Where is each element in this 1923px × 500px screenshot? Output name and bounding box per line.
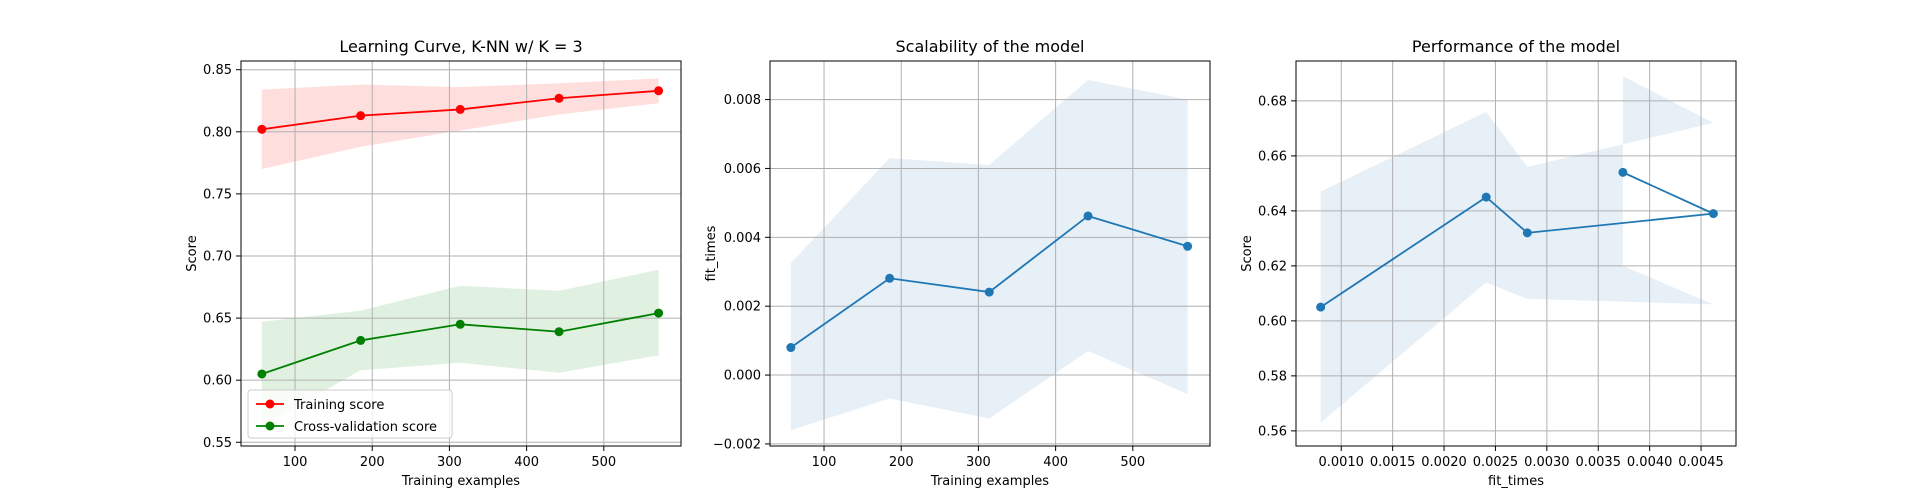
legend-entry-label: Cross-validation score bbox=[294, 420, 437, 435]
confidence-band-0 bbox=[1320, 76, 1714, 423]
performance-panel: 0.0010 0.0015 0.0020 0.0025 0.0030 0.0035 0.00… bbox=[1240, 37, 1737, 489]
x-tick-label: 400 bbox=[514, 455, 539, 470]
chart-title: Scalability of the model bbox=[896, 37, 1085, 56]
y-axis-title: fit_times bbox=[704, 225, 719, 281]
legend-entry-label: Training score bbox=[293, 398, 384, 413]
y-tick-label: 0.58 bbox=[1258, 369, 1287, 384]
y-tick-label: 0.80 bbox=[203, 125, 232, 140]
y-tick-label: 0.60 bbox=[1258, 314, 1287, 329]
y-tick-label: 0.004 bbox=[724, 231, 761, 246]
x-tick-label: 0.0045 bbox=[1678, 455, 1724, 470]
y-tick-label: 0.008 bbox=[724, 93, 761, 108]
y-tick-label: 0.65 bbox=[203, 312, 232, 327]
y-tick-label: 0.000 bbox=[724, 369, 761, 384]
y-axis-title: Score bbox=[185, 235, 200, 271]
y-tick-label: 0.56 bbox=[1258, 424, 1287, 439]
scalability-panel: 100 200 300 400 500 −0.002 0.000 0.002 0.004 0.00… bbox=[704, 37, 1211, 489]
data-point bbox=[257, 124, 267, 134]
x-tick-label: 100 bbox=[812, 455, 837, 470]
data-point bbox=[1481, 192, 1491, 202]
data-point bbox=[1708, 209, 1718, 219]
x-tick-label: 0.0030 bbox=[1524, 455, 1570, 470]
data-point bbox=[257, 369, 267, 379]
x-tick-label: 100 bbox=[283, 455, 308, 470]
x-tick-label: 300 bbox=[966, 455, 991, 470]
legend: Training score Cross-validation score bbox=[247, 389, 453, 439]
data-point bbox=[654, 308, 664, 318]
learning-curve-panel: 100 200 300 400 500 0.55 0.60 0.65 0.70 0.75 0.80 0… bbox=[185, 37, 682, 489]
legend-swatch-marker bbox=[265, 399, 275, 409]
y-tick-label: 0.55 bbox=[203, 436, 232, 451]
y-tick-label: 0.62 bbox=[1258, 259, 1287, 274]
confidence-band-1 bbox=[261, 269, 659, 427]
x-tick-label: 200 bbox=[360, 455, 385, 470]
y-tick-label: 0.66 bbox=[1258, 149, 1287, 164]
x-tick-label: 400 bbox=[1043, 455, 1068, 470]
data-point bbox=[1522, 228, 1532, 238]
y-tick-label: 0.002 bbox=[724, 300, 761, 315]
y-tick-label: 0.68 bbox=[1258, 94, 1287, 109]
y-tick-label: 0.64 bbox=[1258, 204, 1287, 219]
legend-swatch-marker bbox=[265, 421, 275, 431]
axes-frame bbox=[769, 60, 1211, 447]
x-axis-title: Training examples bbox=[401, 474, 520, 489]
x-tick-label: 0.0010 bbox=[1318, 455, 1364, 470]
legend-box bbox=[247, 389, 453, 439]
x-tick-label: 500 bbox=[1120, 455, 1145, 470]
chart-title: Performance of the model bbox=[1412, 37, 1620, 56]
data-point bbox=[885, 273, 895, 283]
y-tick-label: 0.006 bbox=[724, 162, 761, 177]
x-axis-title: fit_times bbox=[1488, 474, 1544, 489]
axes-frame bbox=[240, 60, 682, 447]
y-tick-label: 0.85 bbox=[203, 63, 232, 78]
y-tick-label: 0.75 bbox=[203, 187, 232, 202]
chart-title: Learning Curve, K-NN w/ K = 3 bbox=[339, 37, 582, 56]
data-point bbox=[554, 93, 564, 103]
data-point bbox=[554, 327, 564, 337]
data-point bbox=[356, 335, 366, 345]
confidence-band-0 bbox=[790, 79, 1188, 431]
x-tick-label: 0.0040 bbox=[1627, 455, 1673, 470]
x-tick-label: 300 bbox=[437, 455, 462, 470]
data-point bbox=[1083, 211, 1093, 221]
y-axis-title: Score bbox=[1240, 235, 1255, 271]
x-tick-label: 0.0015 bbox=[1370, 455, 1416, 470]
x-tick-label: 0.0020 bbox=[1421, 455, 1467, 470]
data-point bbox=[1183, 241, 1193, 251]
data-point bbox=[356, 111, 366, 121]
x-tick-label: 0.0025 bbox=[1473, 455, 1519, 470]
y-tick-label: 0.60 bbox=[203, 374, 232, 389]
data-point bbox=[984, 287, 994, 297]
data-point bbox=[654, 86, 664, 96]
data-point bbox=[1316, 302, 1326, 312]
x-tick-label: 500 bbox=[591, 455, 616, 470]
data-point bbox=[1618, 167, 1628, 177]
x-axis-title: Training examples bbox=[930, 474, 1049, 489]
axes-frame bbox=[1295, 60, 1737, 447]
data-point bbox=[455, 104, 465, 114]
data-point bbox=[455, 319, 465, 329]
x-tick-label: 0.0035 bbox=[1575, 455, 1621, 470]
y-tick-label: −0.002 bbox=[713, 437, 761, 452]
x-tick-label: 200 bbox=[889, 455, 914, 470]
y-tick-label: 0.70 bbox=[203, 249, 232, 264]
data-point bbox=[786, 343, 796, 353]
